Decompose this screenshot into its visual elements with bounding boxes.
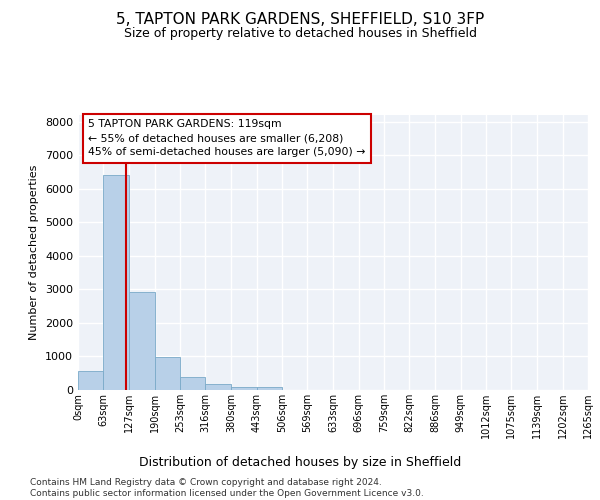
Text: Size of property relative to detached houses in Sheffield: Size of property relative to detached ho… bbox=[124, 28, 476, 40]
Text: 5, TAPTON PARK GARDENS, SHEFFIELD, S10 3FP: 5, TAPTON PARK GARDENS, SHEFFIELD, S10 3… bbox=[116, 12, 484, 28]
Y-axis label: Number of detached properties: Number of detached properties bbox=[29, 165, 40, 340]
Bar bbox=[257, 386, 282, 390]
Bar bbox=[180, 378, 205, 390]
Bar bbox=[205, 384, 231, 390]
Bar bbox=[129, 292, 155, 390]
Bar bbox=[231, 386, 257, 390]
Text: Contains HM Land Registry data © Crown copyright and database right 2024.
Contai: Contains HM Land Registry data © Crown c… bbox=[30, 478, 424, 498]
Bar bbox=[78, 371, 103, 390]
Bar bbox=[155, 357, 180, 390]
Text: Distribution of detached houses by size in Sheffield: Distribution of detached houses by size … bbox=[139, 456, 461, 469]
Text: 5 TAPTON PARK GARDENS: 119sqm
← 55% of detached houses are smaller (6,208)
45% o: 5 TAPTON PARK GARDENS: 119sqm ← 55% of d… bbox=[88, 119, 365, 157]
Bar bbox=[103, 176, 129, 390]
